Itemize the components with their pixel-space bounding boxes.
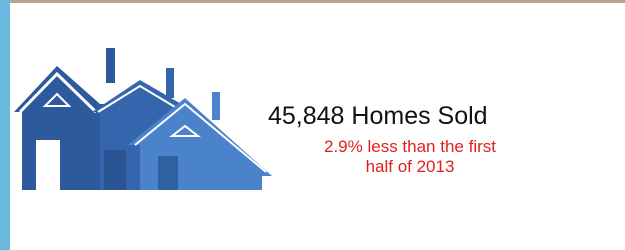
subtext-line: half of 2013 — [280, 157, 540, 177]
infographic: 45,848 Homes Sold 2.9% less than the fir… — [0, 0, 625, 250]
side-bar — [0, 0, 10, 250]
headline: 45,848 Homes Sold — [268, 102, 488, 131]
subtext-line: 2.9% less than the first — [280, 137, 540, 157]
houses-icon — [14, 48, 272, 190]
top-border — [0, 0, 625, 3]
